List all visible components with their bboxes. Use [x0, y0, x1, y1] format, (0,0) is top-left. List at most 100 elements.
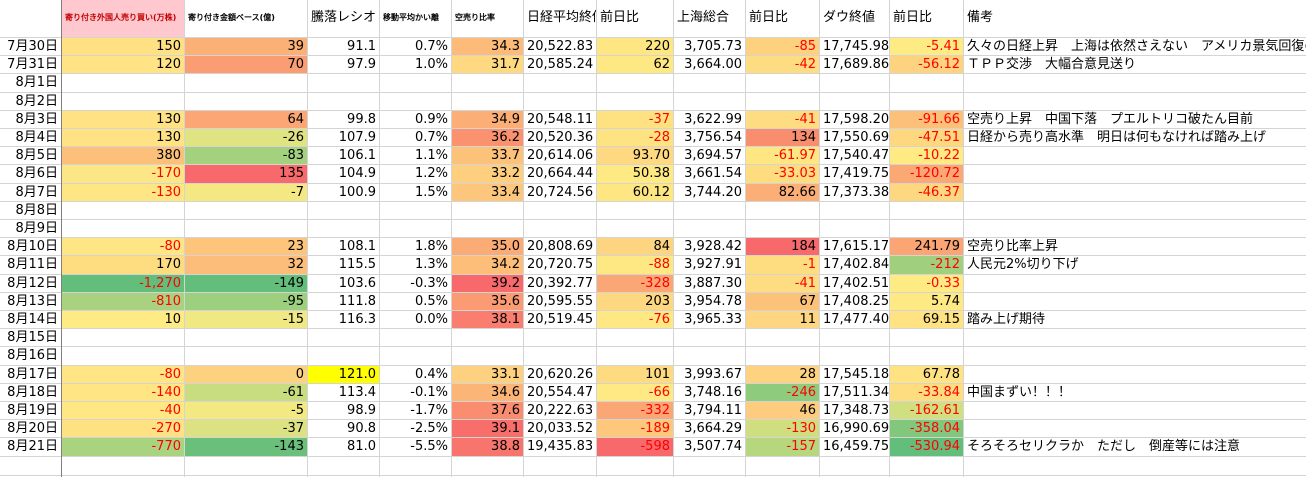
data-cell: 380: [62, 147, 185, 166]
empty-cell: [964, 293, 1306, 311]
data-cell: 17,402.84: [820, 256, 890, 275]
header-cell: 前日比: [890, 0, 964, 38]
data-cell: 3,954.78: [674, 292, 746, 311]
data-cell: 33.1: [452, 365, 524, 384]
data-cell: 69.15: [890, 311, 964, 330]
empty-cell: [964, 366, 1306, 384]
empty-cell: [308, 92, 380, 111]
data-cell: 17,540.47: [820, 147, 890, 166]
data-cell: 34.6: [452, 383, 524, 402]
data-cell: 113.4: [308, 383, 380, 402]
data-cell: 19,435.83: [524, 438, 597, 457]
data-cell: -130: [62, 183, 185, 202]
data-cell: 23: [185, 238, 308, 257]
empty-cell: [820, 74, 890, 93]
empty-cell: [890, 329, 964, 348]
empty-cell: [308, 329, 380, 348]
data-cell: 1.8%: [380, 238, 452, 257]
empty-cell: [674, 329, 746, 348]
data-cell: 20,519.45: [524, 311, 597, 330]
data-cell: -61: [185, 383, 308, 402]
empty-cell: [890, 347, 964, 366]
data-cell: 115.5: [308, 256, 380, 275]
data-cell: 踏み上げ期待: [964, 311, 1306, 330]
empty-cell: [308, 220, 380, 239]
empty-cell: [890, 201, 964, 220]
empty-cell: [890, 220, 964, 239]
empty-cell: [62, 220, 185, 239]
data-cell: -0.3%: [380, 274, 452, 293]
data-cell: -7: [185, 183, 308, 202]
date-cell: 8月16日: [0, 347, 62, 366]
data-cell: -37: [185, 420, 308, 439]
data-cell: -0.1%: [380, 383, 452, 402]
data-cell: -170: [62, 165, 185, 184]
data-cell: 34.9: [452, 110, 524, 129]
grid-line: [745, 456, 746, 477]
data-cell: 150: [62, 38, 185, 57]
empty-cell: [964, 74, 1306, 93]
data-cell: -530.94: [890, 438, 964, 457]
grid-line: [184, 456, 185, 477]
data-cell: 3,664.00: [674, 56, 746, 75]
data-cell: -56.12: [890, 56, 964, 75]
empty-cell: [746, 347, 820, 366]
date-cell: 8月19日: [0, 402, 62, 421]
data-cell: -1.7%: [380, 402, 452, 421]
empty-cell: [964, 93, 1306, 111]
data-cell: 16,459.75: [820, 438, 890, 457]
header-cell: 日経平均終値: [524, 0, 597, 38]
data-cell: 34.2: [452, 256, 524, 275]
empty-cell: [185, 92, 308, 111]
header-cell: 前日比: [597, 0, 674, 38]
data-cell: -33.84: [890, 383, 964, 402]
data-cell: 17,373.38: [820, 183, 890, 202]
data-cell: 33.2: [452, 165, 524, 184]
grid-line: [523, 456, 524, 477]
data-cell: -270: [62, 420, 185, 439]
data-cell: 17,348.73: [820, 402, 890, 421]
data-cell: -1: [746, 256, 820, 275]
data-cell: 82.66: [746, 183, 820, 202]
empty-cell: [964, 347, 1306, 366]
data-cell: -80: [62, 365, 185, 384]
empty-cell: [674, 74, 746, 93]
data-cell: 3,622.99: [674, 110, 746, 129]
empty-cell: [674, 92, 746, 111]
grid-line: [963, 456, 964, 477]
date-cell: 8月10日: [0, 238, 62, 257]
empty-cell: [964, 220, 1306, 239]
data-cell: 20,033.52: [524, 420, 597, 439]
data-cell: 1.5%: [380, 183, 452, 202]
data-cell: 1.1%: [380, 147, 452, 166]
data-cell: 3,927.91: [674, 256, 746, 275]
empty-cell: [597, 201, 674, 220]
data-cell: 90.8: [308, 420, 380, 439]
data-cell: 70: [185, 56, 308, 75]
empty-cell: [890, 74, 964, 93]
data-cell: -15: [185, 311, 308, 330]
grid-line: [819, 456, 820, 477]
empty-cell: [890, 92, 964, 111]
data-cell: 3,694.57: [674, 147, 746, 166]
data-cell: 20,808.69: [524, 238, 597, 257]
data-cell: 20,614.06: [524, 147, 597, 166]
data-cell: 20,724.56: [524, 183, 597, 202]
data-cell: 32: [185, 256, 308, 275]
data-cell: 0.7%: [380, 38, 452, 57]
data-cell: 84: [597, 238, 674, 257]
date-cell: 7月30日: [0, 38, 62, 57]
data-cell: 67.78: [890, 365, 964, 384]
data-cell: -598: [597, 438, 674, 457]
data-cell: 3,887.30: [674, 274, 746, 293]
data-cell: 17,408.25: [820, 292, 890, 311]
data-cell: -66: [597, 383, 674, 402]
data-cell: 17,689.86: [820, 56, 890, 75]
date-cell: 7月31日: [0, 56, 62, 75]
data-cell: 3,993.67: [674, 365, 746, 384]
data-cell: -61.97: [746, 147, 820, 166]
data-cell: -33.03: [746, 165, 820, 184]
data-cell: 17,545.18: [820, 365, 890, 384]
data-cell: -37: [597, 110, 674, 129]
data-cell: ＴＰＰ交渉 大幅合意見送り: [964, 56, 1306, 75]
